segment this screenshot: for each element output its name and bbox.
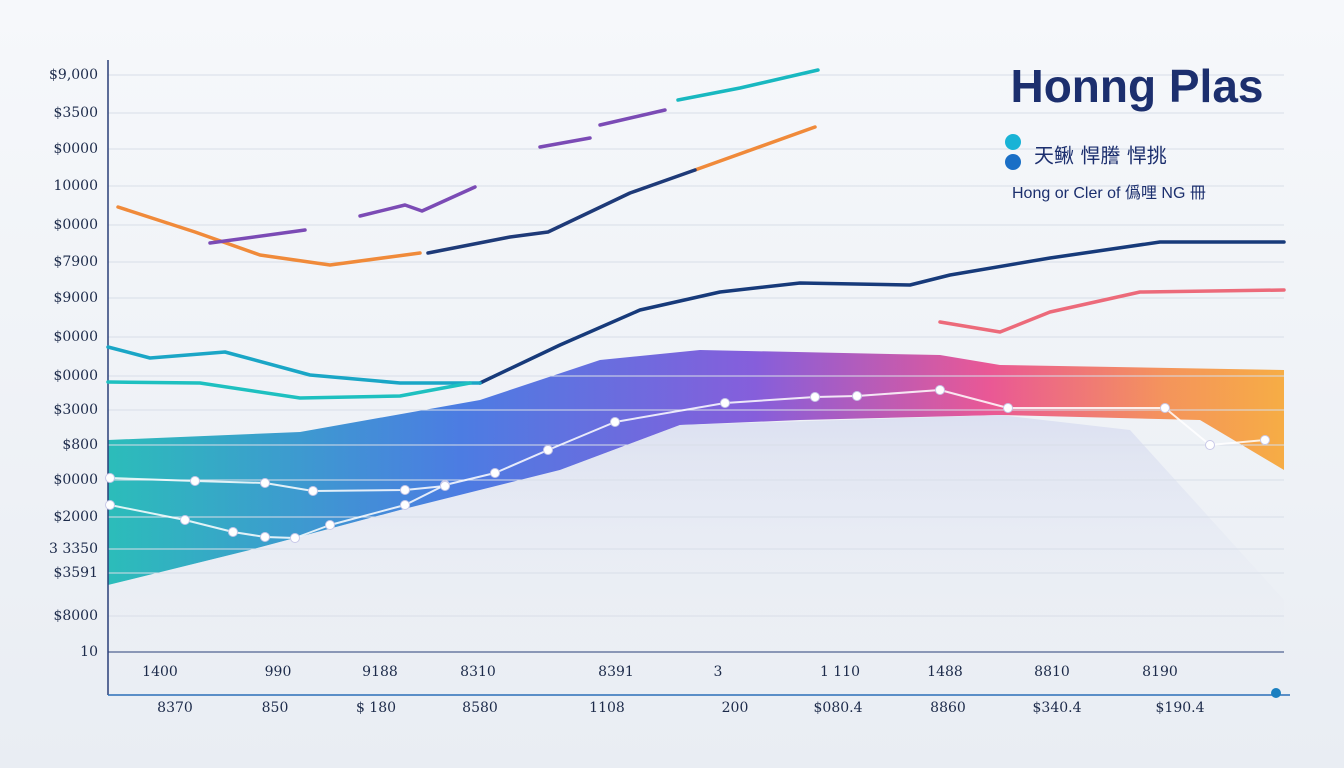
shadow-area xyxy=(108,415,1284,652)
point xyxy=(308,486,318,496)
series-line xyxy=(938,288,1286,334)
axis-arrow-dot xyxy=(1271,688,1281,698)
series-line xyxy=(208,108,667,245)
point xyxy=(228,527,238,537)
x-tick-label-secondary: 8860 xyxy=(930,700,966,716)
point xyxy=(1260,435,1270,445)
x-tick-label: 8391 xyxy=(598,664,634,680)
point xyxy=(325,520,335,530)
y-tick-label: $2000 xyxy=(53,509,98,525)
y-tick-label: 3 3350 xyxy=(49,541,98,557)
x-tick-label: 8190 xyxy=(1142,664,1178,680)
y-tick-label: $0000 xyxy=(53,141,98,157)
point xyxy=(440,481,450,491)
x-tick-label-secondary: 200 xyxy=(722,700,749,716)
legend-dot xyxy=(1005,134,1021,150)
x-tick-label: 8310 xyxy=(460,664,496,680)
point xyxy=(190,476,200,486)
x-tick-label: 1488 xyxy=(927,664,963,680)
x-tick-label: 8810 xyxy=(1034,664,1070,680)
series-line xyxy=(426,168,697,255)
x-tick-label: 990 xyxy=(265,664,292,680)
x-tick-label-secondary: $340.4 xyxy=(1033,700,1082,716)
point xyxy=(1003,403,1013,413)
x-tick-label-secondary: 1108 xyxy=(589,700,625,716)
x-tick-label-secondary: 8580 xyxy=(462,700,498,716)
y-tick-label: $8000 xyxy=(53,608,98,624)
series-line xyxy=(478,240,1286,385)
point xyxy=(180,515,190,525)
point xyxy=(935,385,945,395)
subtitle: Hong or Cler of 僞哩 NG 冊 xyxy=(1012,184,1206,202)
series-line xyxy=(106,345,482,385)
point xyxy=(610,417,620,427)
x-tick-label: 1400 xyxy=(142,664,178,680)
x-tick-label-secondary: 8370 xyxy=(157,700,193,716)
point xyxy=(105,500,115,510)
chart-title: Honng Plas xyxy=(1010,60,1263,112)
point xyxy=(490,468,500,478)
series-line xyxy=(676,68,820,102)
y-tick-label: $3500 xyxy=(53,105,98,121)
point xyxy=(1205,440,1215,450)
point xyxy=(400,485,410,495)
y-tick-label: $0000 xyxy=(53,217,98,233)
point xyxy=(720,398,730,408)
point xyxy=(543,445,553,455)
x-tick-label: 3 xyxy=(714,664,723,680)
x-tick-label: 1 110 xyxy=(820,664,860,680)
point xyxy=(260,478,270,488)
y-tick-label: $0000 xyxy=(53,368,98,384)
x-tick-label-secondary: 850 xyxy=(262,700,289,716)
y-tick-label: $3591 xyxy=(53,565,98,581)
series-line xyxy=(109,477,446,492)
y-tick-label: $0000 xyxy=(53,472,98,488)
y-tick-label: 10000 xyxy=(53,178,98,194)
series-line xyxy=(116,125,817,267)
point xyxy=(105,473,115,483)
legend-label: 天鳅 悍謄 悍挑 xyxy=(1034,144,1167,168)
y-tick-label: $9,000 xyxy=(49,67,98,83)
x-tick-label-secondary: $080.4 xyxy=(814,700,863,716)
y-tick-label: $800 xyxy=(62,437,98,453)
y-tick-label: $9000 xyxy=(53,290,98,306)
x-tick-label-secondary: $ 180 xyxy=(356,700,396,716)
y-tick-label: $0000 xyxy=(53,329,98,345)
point xyxy=(1160,403,1170,413)
point xyxy=(400,500,410,510)
x-tick-label: 9188 xyxy=(362,664,398,680)
y-tick-label: $7900 xyxy=(53,254,98,270)
point xyxy=(852,391,862,401)
legend-dot xyxy=(1005,154,1021,170)
point xyxy=(260,532,270,542)
series-line xyxy=(106,380,472,400)
x-tick-label-secondary: $190.4 xyxy=(1156,700,1205,716)
y-tick-label: $3000 xyxy=(53,402,98,418)
point xyxy=(810,392,820,402)
point xyxy=(290,533,300,543)
y-tick-label: 10 xyxy=(80,644,98,660)
gradient-band xyxy=(108,350,1284,585)
